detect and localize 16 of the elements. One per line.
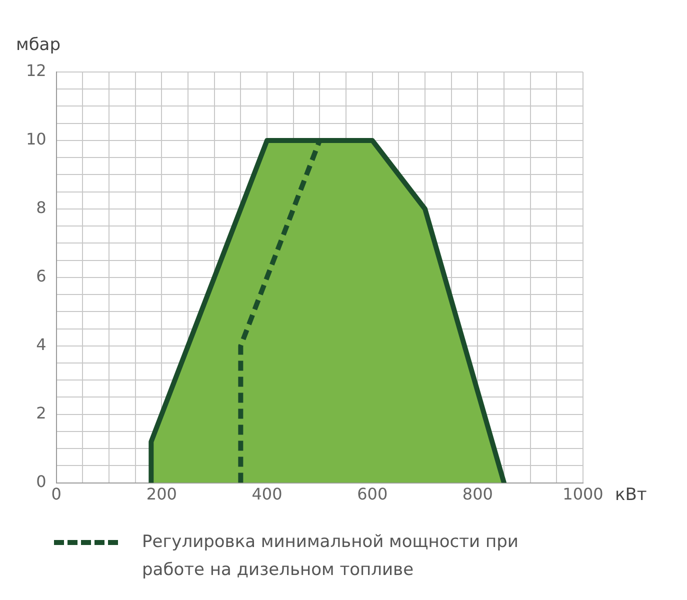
y-tick-label: 2 [36,403,46,422]
x-tick-label: 1000 [562,484,604,504]
y-axis-title: мбар [16,34,61,55]
legend-label: Регулировка минимальной мощности при работе на дизельном топливе [142,531,520,582]
y-tick-label: 10 [26,130,46,149]
y-tick-label: 12 [26,61,46,80]
x-tick-label: 600 [357,484,388,504]
x-tick-label: 400 [252,484,282,504]
y-tick-label: 8 [36,198,46,218]
x-tick-label: 200 [146,484,177,504]
y-tick-label: 6 [36,266,46,286]
x-tick-label: 800 [462,484,493,504]
y-tick-label: 0 [36,472,46,491]
x-axis-title: кВт [615,485,647,506]
x-tick-label: 0 [51,484,62,504]
y-tick-label: 4 [36,335,46,354]
